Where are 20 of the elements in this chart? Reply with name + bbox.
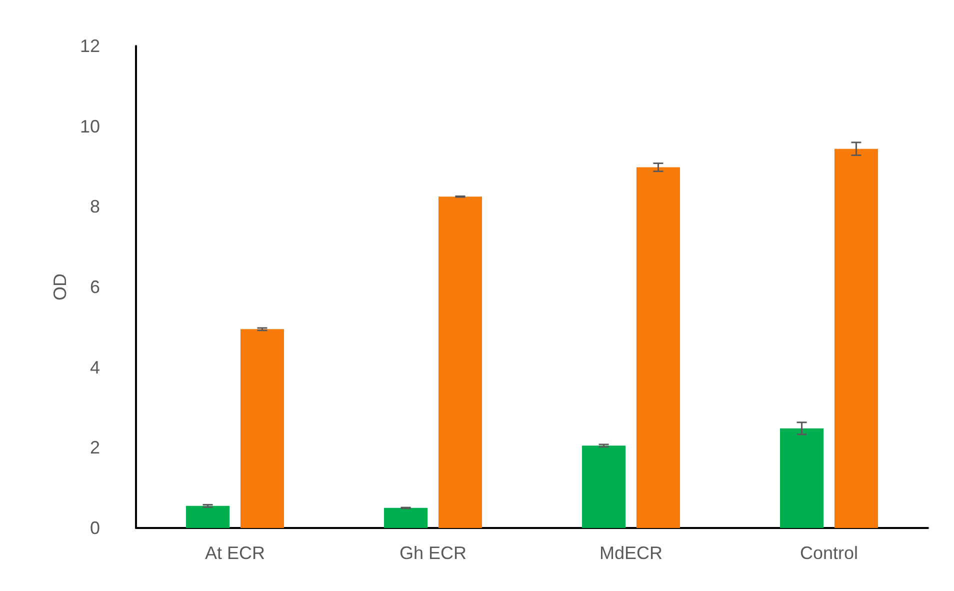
x-tick-label: Gh ECR xyxy=(399,543,467,563)
bar xyxy=(780,428,824,528)
bar xyxy=(582,446,626,528)
bar xyxy=(636,167,680,528)
y-tick-label: 8 xyxy=(90,196,100,217)
x-tick-label: Control xyxy=(800,543,858,563)
bar xyxy=(438,196,482,528)
y-tick-label: 0 xyxy=(90,518,100,538)
y-tick-label: 6 xyxy=(90,277,100,297)
y-tick-label: 10 xyxy=(80,116,100,136)
y-axis-title: OD xyxy=(50,274,70,300)
bar xyxy=(240,329,284,528)
x-tick-label: At ECR xyxy=(204,543,266,563)
y-tick-label: 4 xyxy=(90,357,100,378)
x-tick-label: MdECR xyxy=(599,543,663,563)
y-tick-label: 2 xyxy=(90,438,100,458)
bar xyxy=(834,148,878,528)
y-tick-label: 12 xyxy=(80,36,100,56)
bar xyxy=(384,508,428,528)
bar xyxy=(186,506,230,528)
